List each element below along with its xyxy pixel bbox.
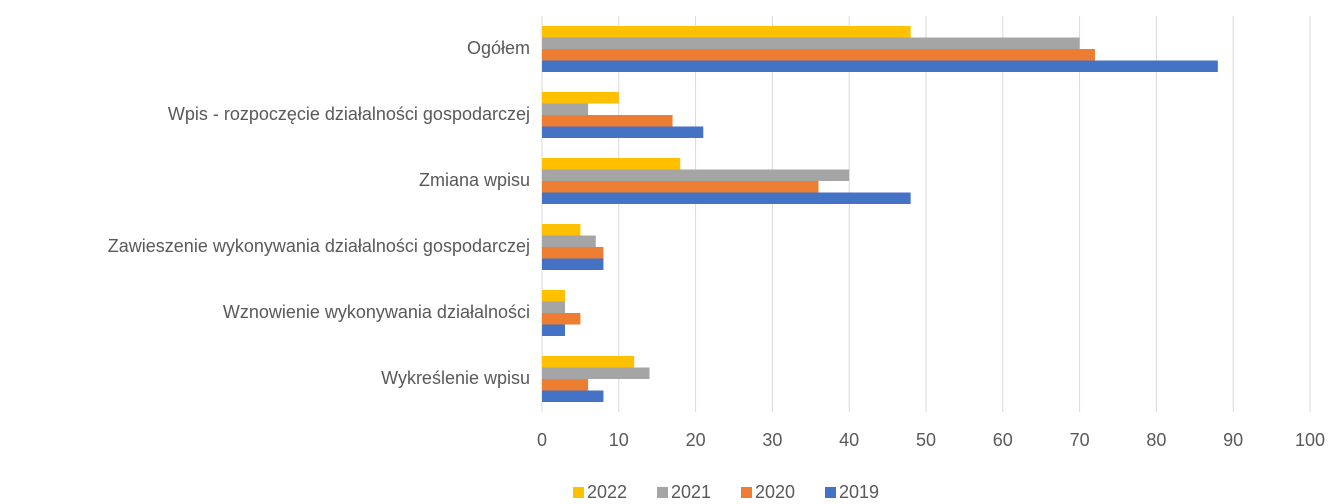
- y-tick-label: Zmiana wpisu: [419, 170, 530, 190]
- bar: [542, 356, 635, 368]
- legend-label: 2020: [755, 482, 795, 502]
- bar: [542, 26, 911, 38]
- x-tick-label: 100: [1295, 430, 1325, 450]
- bar: [542, 126, 704, 138]
- legend-swatch: [657, 487, 668, 498]
- bar: [542, 192, 911, 204]
- bar: [542, 37, 1080, 49]
- y-tick-label: Ogółem: [467, 38, 530, 58]
- bar: [542, 103, 589, 115]
- y-tick-label: Wpis - rozpoczęcie działalności gospodar…: [168, 104, 530, 124]
- bar: [542, 247, 604, 259]
- legend-swatch: [741, 487, 752, 498]
- legend-swatch: [573, 487, 584, 498]
- x-tick-label: 70: [1070, 430, 1090, 450]
- bar: [542, 390, 604, 402]
- bar: [542, 379, 589, 391]
- x-tick-label: 10: [609, 430, 629, 450]
- bar: [542, 367, 650, 379]
- legend-label: 2019: [839, 482, 879, 502]
- x-tick-label: 50: [916, 430, 936, 450]
- x-tick-label: 0: [537, 430, 547, 450]
- bar: [542, 169, 850, 181]
- x-tick-label: 60: [993, 430, 1013, 450]
- bar: [542, 258, 604, 270]
- legend-label: 2022: [587, 482, 627, 502]
- bar: [542, 235, 596, 247]
- x-tick-label: 20: [686, 430, 706, 450]
- bar: [542, 60, 1218, 72]
- legend-swatch: [825, 487, 836, 498]
- x-tick-label: 30: [762, 430, 782, 450]
- bar: [542, 224, 581, 236]
- y-tick-label: Wykreślenie wpisu: [381, 368, 530, 388]
- y-tick-label: Wznowienie wykonywania działalności: [223, 302, 530, 322]
- x-tick-label: 90: [1223, 430, 1243, 450]
- legend-label: 2021: [671, 482, 711, 502]
- bar: [542, 181, 819, 193]
- bar: [542, 290, 566, 302]
- bar: [542, 115, 673, 127]
- x-tick-label: 40: [839, 430, 859, 450]
- bar: [542, 158, 681, 170]
- bar: [542, 92, 619, 104]
- bar: [542, 324, 566, 336]
- bar: [542, 313, 581, 325]
- x-tick-label: 80: [1146, 430, 1166, 450]
- bar: [542, 301, 566, 313]
- y-tick-label: Zawieszenie wykonywania działalności gos…: [108, 236, 530, 256]
- bar: [542, 49, 1095, 61]
